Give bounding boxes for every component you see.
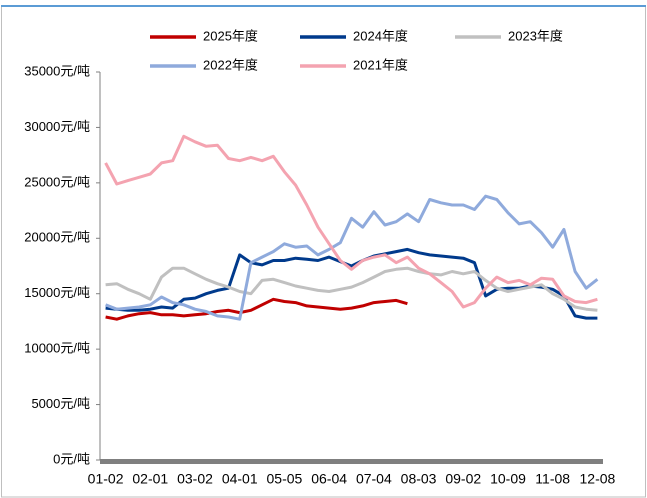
x-tick-label: 06-04 [311,471,347,487]
y-tick-label: 5000元/吨 [31,396,90,411]
x-tick-label: 12-08 [580,471,616,487]
series-line [105,247,598,320]
x-tick-label: 08-03 [401,471,437,487]
legend-label: 2024年度 [353,28,408,43]
series-line [105,194,599,321]
y-tick-label: 15000元/吨 [24,285,90,300]
legend-label: 2022年度 [203,57,258,72]
series-line [105,266,598,312]
series-line [104,134,598,309]
x-tick-label: 10-09 [490,471,526,487]
y-tick-label: 10000元/吨 [24,341,90,356]
y-tick-label: 35000元/吨 [24,63,90,78]
y-tick-label: 0元/吨 [53,451,90,466]
legend-label: 2021年度 [353,57,408,72]
x-axis [100,459,603,464]
legend-label: 2023年度 [508,28,563,43]
x-tick-label: 05-05 [267,471,303,487]
x-tick-label: 03-02 [177,471,213,487]
x-tick-label: 07-04 [356,471,392,487]
x-tick-label: 11-08 [535,471,570,487]
series-line [105,297,408,321]
x-tick-label: 01-02 [88,471,124,487]
legend-label: 2025年度 [203,28,258,43]
x-tick-label: 04-01 [222,471,258,487]
y-tick-label: 20000元/吨 [24,230,90,245]
x-tick-label: 09-02 [445,471,481,487]
x-tick-label: 02-01 [132,471,168,487]
y-tick-label: 25000元/吨 [24,174,90,189]
y-tick-label: 30000元/吨 [24,119,90,134]
